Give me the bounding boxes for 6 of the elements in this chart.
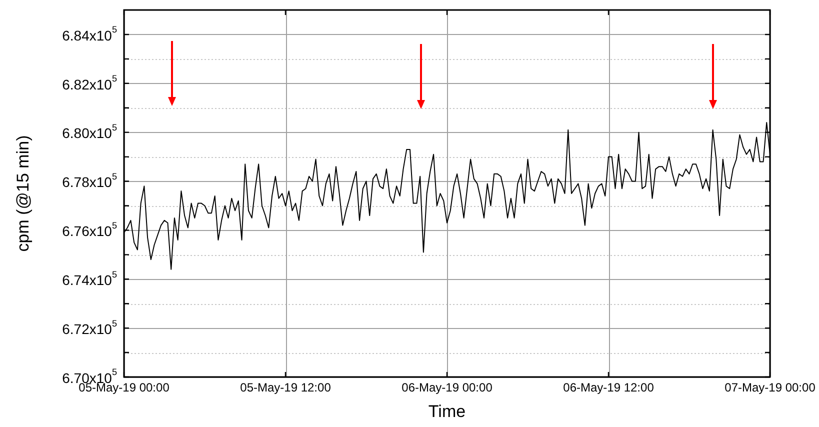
x-tick-label: 05-May-19 12:00 — [240, 380, 332, 394]
y-axis-title: cpm (@15 min) — [14, 135, 33, 252]
x-tick-label: 06-May-19 12:00 — [563, 380, 654, 394]
x-tick-label: 07-May-19 00:00 — [724, 380, 816, 394]
x-axis-title: Time — [428, 402, 466, 422]
x-tick-label: 06-May-19 00:00 — [402, 380, 493, 394]
